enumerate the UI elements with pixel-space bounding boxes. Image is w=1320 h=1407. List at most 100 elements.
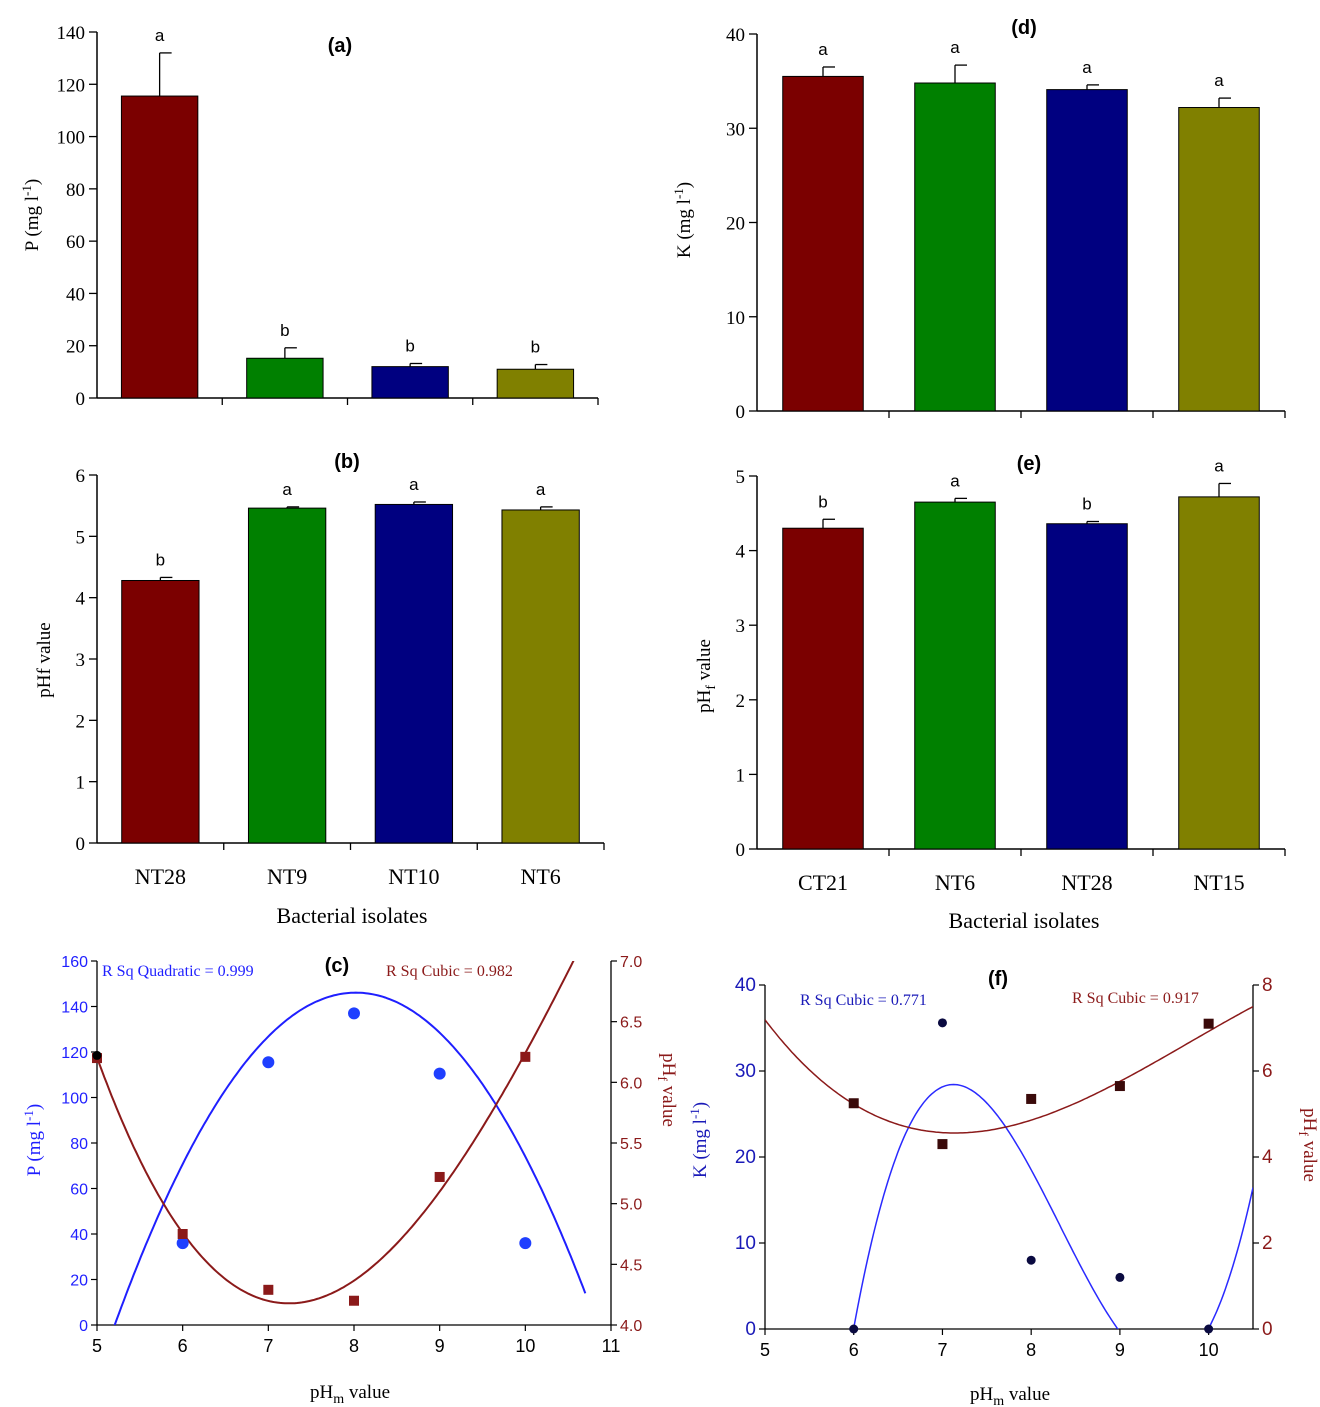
significance-letter: a [536, 480, 546, 499]
bar-ct21 [782, 75, 864, 412]
panel-c-y-left-tick-label: 40 [70, 1227, 88, 1244]
panel-b-y-tick-label: 6 [76, 466, 86, 487]
data-point-p [348, 1007, 360, 1020]
fit-curve-left [852, 1083, 1253, 1329]
panel-e-axes: 0 1 2 3 4 5 b CT21 a NT6 b NT28 a NT15 [736, 456, 1286, 895]
panel-c-axes: 5 6 7 8 9 10 11 0 20 40 60 80 100 120 140 160 4.0 4.5 5.0 5… [61, 954, 642, 1356]
panel-f-label: (f) [988, 968, 1008, 990]
panel-d-y-tick-label: 20 [726, 214, 745, 235]
panel-b-y-tick-label: 3 [76, 650, 86, 671]
panel-b-y-tick-label: 0 [76, 834, 86, 855]
panel-c-y-right-tick-label: 7.0 [620, 954, 642, 971]
bar-nt6 [914, 501, 996, 850]
panel-f-axes: 5 6 7 8 9 10 0 10 20 30 40 0 2 4 6 8 [735, 975, 1273, 1360]
panel-c-label: (c) [325, 955, 349, 977]
panel-b-x-tick-label: NT6 [520, 864, 560, 889]
panel-c-rsq-left: R Sq Quadratic = 0.999 [102, 963, 254, 980]
significance-letter: b [818, 492, 827, 511]
significance-letter: a [155, 26, 165, 45]
significance-letter: b [156, 550, 165, 569]
panel-b-ylabel: pHf value [34, 622, 55, 697]
panel-f-x-tick-label: 6 [849, 1340, 859, 1360]
panel-d-axes: 0 10 20 30 40 a a a a [726, 25, 1286, 423]
panel-d-label: (d) [1011, 17, 1037, 39]
panel-a-y-tick-label: 140 [57, 23, 86, 44]
panel-e-y-tick-label: 5 [736, 467, 746, 488]
panel-f-y-left-tick-label: 20 [735, 1147, 756, 1168]
data-point-p-outlier [92, 1050, 102, 1060]
panel-c-y-right-tick-label: 6.0 [620, 1075, 642, 1092]
panel-f-y-right-tick-label: 4 [1262, 1147, 1273, 1168]
panel-b-y-tick-label: 1 [76, 773, 86, 794]
bar-nt10 [374, 503, 454, 844]
panel-c-y-left-tick-label: 80 [70, 1136, 88, 1153]
panel-f-y-right-tick-label: 2 [1262, 1233, 1273, 1254]
panel-a: 0 20 40 60 80 100 120 140 a b b b (a) P (mg l-1) [19, 23, 599, 410]
panel-e-x-tick-label: CT21 [798, 870, 848, 895]
fit-curve-left [113, 991, 587, 1325]
panel-f-y-left-tick-label: 0 [745, 1319, 756, 1340]
bar-nt28 [1046, 89, 1128, 412]
panel-a-y-tick-label: 100 [57, 128, 86, 149]
panel-e-label: (e) [1017, 453, 1041, 475]
significance-letter: b [531, 338, 540, 357]
fit-curve-right [765, 1005, 1253, 1134]
panel-f-ylabel-right: pHf value [1295, 1108, 1320, 1182]
panel-d-y-tick-label: 30 [726, 119, 745, 140]
panel-c-y-right-tick-label: 6.5 [620, 1015, 642, 1032]
panel-d-y-tick-label: 10 [726, 308, 745, 329]
significance-letter: a [409, 475, 419, 494]
panel-b-x-tick-label: NT28 [135, 864, 186, 889]
bar-nt10 [371, 366, 449, 399]
data-point-phf [937, 1139, 948, 1150]
significance-letter: a [1214, 456, 1224, 475]
panel-a-ylabel: P (mg l-1) [19, 179, 43, 251]
bar-nt6 [501, 509, 580, 844]
panel-c-x-tick-label: 9 [435, 1336, 445, 1356]
data-point-k [1026, 1255, 1036, 1265]
panel-c-y-left-tick-label: 160 [61, 954, 88, 971]
bar-nt28 [120, 95, 199, 399]
panel-e-y-tick-label: 3 [736, 616, 746, 637]
panel-b-y-tick-label: 5 [76, 527, 86, 548]
panel-f-y-right-tick-label: 8 [1262, 975, 1273, 996]
panel-c-rsq-right: R Sq Cubic = 0.982 [386, 963, 513, 980]
bar-nt28 [1046, 523, 1128, 850]
data-point-phf [434, 1171, 445, 1182]
data-point-phf [177, 1229, 188, 1239]
panel-f-plot-area [765, 985, 1253, 1329]
data-point-phf [520, 1051, 531, 1062]
bar-nt28 [121, 579, 200, 844]
panel-a-y-tick-label: 20 [66, 337, 85, 358]
panel-c-ylabel-left: P (mg l-1) [21, 1104, 45, 1176]
panel-c-y-right-tick-label: 5.0 [620, 1197, 642, 1214]
panel-c-x-tick-label: 11 [602, 1336, 621, 1356]
significance-letter: a [950, 471, 960, 490]
panel-c: 5 6 7 8 9 10 11 0 20 40 60 80 100 120 140 160 4.0 4.5 5.0 5… [21, 954, 679, 1407]
significance-letter: b [280, 321, 289, 340]
significance-letter: a [1214, 71, 1224, 90]
bar-nt6 [914, 82, 996, 412]
panel-f-y-right-tick-label: 0 [1262, 1319, 1273, 1340]
data-point-k [1204, 1324, 1214, 1334]
panel-f-x-tick-label: 5 [760, 1340, 770, 1360]
bar-nt9 [247, 507, 327, 844]
significance-letter: b [405, 336, 414, 355]
panel-e-y-tick-label: 2 [736, 691, 746, 712]
panel-f-x-tick-label: 10 [1199, 1340, 1219, 1360]
significance-letter: a [950, 38, 960, 57]
significance-letter: a [818, 40, 828, 59]
panel-a-y-tick-label: 60 [66, 232, 85, 253]
panel-d-y-tick-label: 40 [726, 25, 745, 46]
data-point-phf [263, 1284, 274, 1295]
data-point-phf [848, 1098, 859, 1109]
panel-f-x-tick-label: 8 [1026, 1340, 1036, 1360]
fit-curve-right [97, 961, 575, 1305]
data-point-k [937, 1018, 947, 1028]
panel-f-y-right-tick-label: 6 [1262, 1061, 1273, 1082]
panel-e-y-tick-label: 1 [736, 765, 746, 786]
panel-a-y-tick-label: 0 [76, 389, 86, 410]
panel-f-rsq-right: R Sq Cubic = 0.917 [1072, 990, 1199, 1007]
panel-e-y-tick-label: 4 [736, 542, 746, 563]
